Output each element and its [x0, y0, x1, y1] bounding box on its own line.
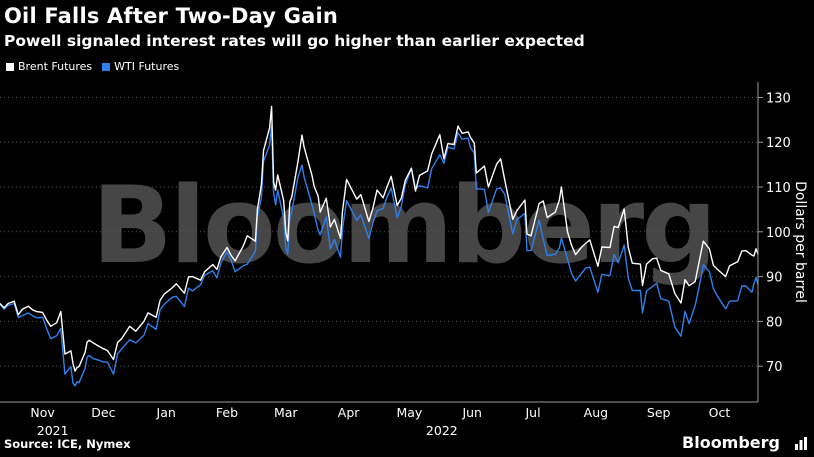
x-tick-label: Jul: [524, 405, 540, 420]
legend-item-brent: Brent Futures: [6, 60, 92, 73]
legend-label-brent: Brent Futures: [18, 60, 93, 73]
chart-title: Oil Falls After Two-Day Gain: [4, 4, 339, 28]
y-axis-ticks: 70 80 90 100 110 120 130: [758, 91, 791, 375]
legend: Brent Futures WTI Futures: [6, 60, 179, 73]
x-tick-label: Dec: [91, 405, 115, 420]
source-note: Source: ICE, Nymex: [4, 437, 131, 451]
y-tick-label: 130: [766, 91, 791, 106]
y-tick-label: 90: [766, 271, 783, 286]
brand-name: Bloomberg: [682, 433, 780, 452]
x-tick-label: Jun: [461, 405, 482, 420]
series-line-brent: [0, 105, 759, 372]
legend-label-wti: WTI Futures: [114, 60, 180, 73]
x-tick-label: Jan: [156, 405, 176, 420]
y-tick-label: 120: [766, 136, 791, 151]
y-tick-label: 110: [766, 181, 791, 196]
x-tick-label: Mar: [274, 405, 298, 420]
chart-subtitle: Powell signaled interest rates will go h…: [4, 32, 585, 50]
x-year-label: 2022: [426, 423, 458, 438]
x-year-label: 2021: [37, 423, 69, 438]
series-lines: [0, 105, 759, 387]
legend-swatch-brent: [6, 62, 14, 71]
x-tick-label: Apr: [338, 405, 360, 420]
x-tick-label: Aug: [584, 405, 608, 420]
y-tick-label: 70: [766, 360, 783, 375]
x-tick-label: Oct: [709, 405, 731, 420]
watermark: Bloomberg: [92, 164, 714, 287]
x-tick-label: Sep: [647, 405, 671, 420]
x-axis-ticks: Nov Dec Jan Feb Mar Apr May Jun Jul Aug Sep Oct: [30, 405, 730, 420]
x-tick-label: Nov: [30, 405, 55, 420]
y-tick-label: 80: [766, 315, 783, 330]
y-tick-label: 100: [766, 226, 791, 241]
bloomberg-icon: [795, 437, 807, 450]
y-axis-label: Dollars per barrel: [792, 181, 808, 303]
year-labels: 2021 2022: [37, 423, 458, 438]
x-tick-label: May: [396, 405, 422, 420]
series-line-wti: [0, 125, 759, 387]
legend-item-wti: WTI Futures: [102, 60, 179, 73]
x-tick-label: Feb: [216, 405, 238, 420]
legend-swatch-wti: [102, 62, 111, 71]
